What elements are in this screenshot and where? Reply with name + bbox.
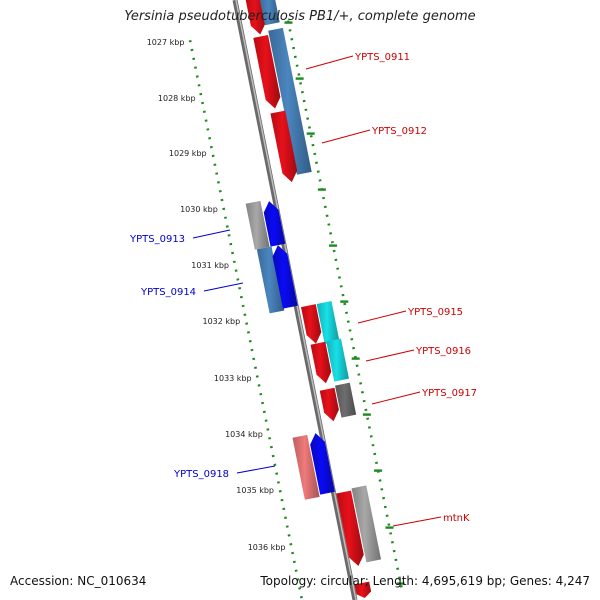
gene-bar xyxy=(316,301,340,344)
gene-label: YPTS_0916 xyxy=(415,346,471,357)
gene-bar xyxy=(245,200,270,250)
tick-label: 1029 kbp xyxy=(169,149,207,158)
gene-leader-line xyxy=(192,229,231,239)
gene-bar xyxy=(268,27,312,175)
gene-label: YPTS_0917 xyxy=(421,388,477,399)
gene-label: YPTS_0918 xyxy=(173,469,229,480)
gene-bar xyxy=(336,490,364,567)
gene-label: YPTS_0911 xyxy=(354,52,410,63)
gene-bar xyxy=(245,0,266,35)
gene-bar xyxy=(270,110,298,183)
gene-bar xyxy=(263,201,286,247)
tick-label: 1031 kbp xyxy=(191,261,229,270)
tick-label: 1034 kbp xyxy=(225,430,263,439)
gene-leader-line xyxy=(371,391,421,405)
genome-summary-text: Topology: circular; Length: 4,695,619 bp… xyxy=(260,574,590,588)
gene-bar xyxy=(253,34,281,109)
gene-bar xyxy=(301,304,322,344)
gene-bar xyxy=(259,0,280,26)
genome-title: Yersinia pseudotuberculosis PB1/+, compl… xyxy=(124,9,476,24)
gene-label: YPTS_0913 xyxy=(129,234,185,245)
gene-bar xyxy=(354,581,372,599)
gene-leader-line xyxy=(305,55,354,70)
gene-leader-line xyxy=(203,282,244,292)
gene-bar xyxy=(272,245,298,309)
gene-bar xyxy=(310,341,332,384)
tick-label: 1032 kbp xyxy=(203,317,241,326)
gene-leader-line xyxy=(357,310,407,324)
gene-bar xyxy=(256,246,285,314)
gene-bar xyxy=(292,434,320,500)
tick-label: 1028 kbp xyxy=(158,94,196,103)
gene-leader-line xyxy=(365,349,415,362)
tick-label: 1030 kbp xyxy=(180,205,218,214)
gene-label: YPTS_0912 xyxy=(371,126,427,137)
gene-label: YPTS_0915 xyxy=(407,307,463,318)
tick-label: 1027 kbp xyxy=(147,38,185,47)
gene-bar xyxy=(351,485,382,563)
accession-text: Accession: NC_010634 xyxy=(10,574,147,588)
gene-leader-line xyxy=(236,465,276,474)
tick-label: 1035 kbp xyxy=(236,486,274,495)
gene-bar xyxy=(335,382,357,418)
gene-leader-line xyxy=(321,129,371,144)
tick-label: 1036 kbp xyxy=(248,543,286,552)
gene-leader-line xyxy=(392,516,442,527)
gene-label: mtnK xyxy=(443,513,470,524)
gene-label: YPTS_0914 xyxy=(140,287,196,298)
gene-bar xyxy=(310,433,335,495)
gene-bar xyxy=(326,338,349,382)
tick-label: 1033 kbp xyxy=(214,374,252,383)
gene-bar xyxy=(319,387,339,422)
